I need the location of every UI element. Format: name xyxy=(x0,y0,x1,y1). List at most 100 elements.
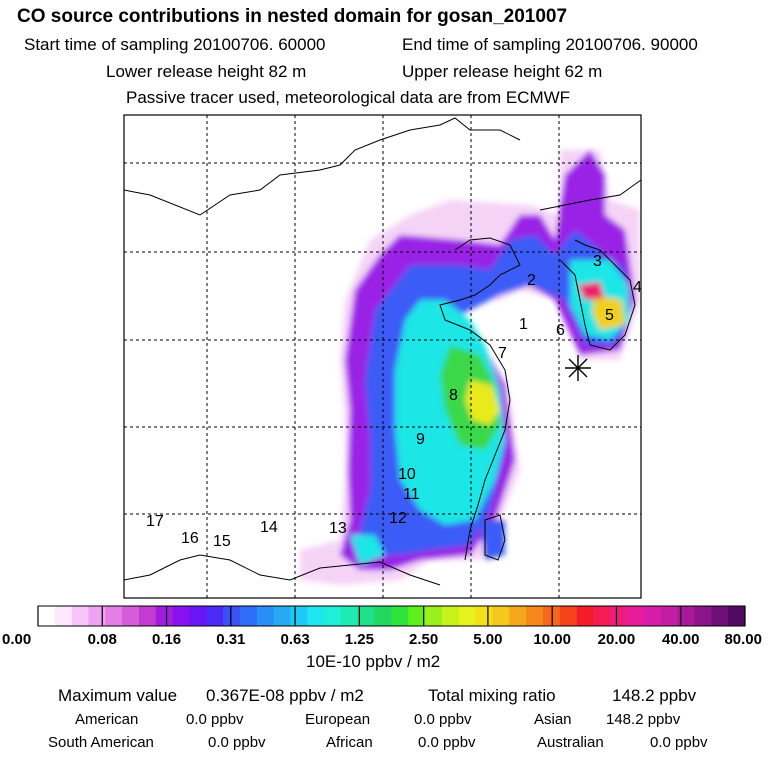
asterisk-icon xyxy=(565,355,591,381)
taiwan-coast xyxy=(484,514,506,561)
colorbar-swatch xyxy=(172,606,190,626)
colorbar-swatch xyxy=(324,606,342,626)
american-value: 0.0 ppbv xyxy=(186,711,244,728)
asian-label: Asian xyxy=(534,711,572,728)
coastlines xyxy=(124,117,641,586)
colorbar-swatch xyxy=(105,606,123,626)
colorbar-swatch xyxy=(206,606,224,626)
region-label-1: 1 xyxy=(519,316,528,333)
upper-release-text: Upper release height 62 m xyxy=(402,62,603,81)
colorbar-swatch xyxy=(54,606,73,626)
asian-value: 148.2 ppbv xyxy=(606,711,681,728)
colorbar-swatch xyxy=(256,606,275,626)
colorbar-swatch xyxy=(559,606,578,626)
african-value: 0.0 ppbv xyxy=(418,734,476,751)
south-blue-spot xyxy=(480,520,505,560)
colorbar-swatch xyxy=(593,606,611,626)
korea-red xyxy=(578,282,604,300)
australian-label: Australian xyxy=(537,734,604,751)
colorbar-swatch xyxy=(509,606,527,626)
colorbar-swatch xyxy=(408,606,426,626)
grid-lines xyxy=(124,115,641,598)
region-label-4: 4 xyxy=(633,279,642,296)
korea-yellow xyxy=(592,295,625,330)
region-labels: 1 2 3 4 5 6 7 8 9 10 11 12 13 14 15 16 1… xyxy=(146,253,642,550)
south-american-value: 0.0 ppbv xyxy=(208,734,266,751)
colorbar-swatch xyxy=(38,606,56,626)
chart-title: CO source contributions in nested domain… xyxy=(17,6,568,27)
region-label-10: 10 xyxy=(398,466,416,483)
colorbar-tick-label: 1.25 xyxy=(345,631,374,648)
region-label-13: 13 xyxy=(329,520,347,537)
region-label-8: 8 xyxy=(449,387,458,404)
colorbar-tick-label: 5.00 xyxy=(473,631,502,648)
region-label-12: 12 xyxy=(389,510,407,527)
colorbar-swatch xyxy=(526,606,544,626)
colorbar-swatch xyxy=(694,606,712,626)
african-label: African xyxy=(326,734,373,751)
region-label-6: 6 xyxy=(556,322,565,339)
colorbar-tick-label: 0.00 xyxy=(2,631,31,648)
south-american-label: South American xyxy=(48,734,154,751)
region-label-15: 15 xyxy=(213,533,231,550)
north-border-line xyxy=(124,117,521,216)
region-label-16: 16 xyxy=(181,530,199,547)
colorbar-tick-label: 40.00 xyxy=(662,631,700,648)
colorbar-swatch xyxy=(223,606,241,626)
region-label-11: 11 xyxy=(403,486,420,503)
colorbar-swatch xyxy=(290,606,308,626)
colorbar-swatch xyxy=(644,606,662,626)
australian-value: 0.0 ppbv xyxy=(650,734,708,751)
colorbar-swatch xyxy=(475,606,493,626)
max-value-label: Maximum value xyxy=(58,686,178,705)
colorbar-swatch xyxy=(610,606,628,626)
colorbar-swatch xyxy=(189,606,207,626)
colorbar-swatch xyxy=(139,606,157,626)
colorbar-swatch xyxy=(711,606,729,626)
colorbar-swatch xyxy=(425,606,443,626)
colorbar-tick-label: 0.16 xyxy=(152,631,181,648)
colorbar-swatch xyxy=(391,606,409,626)
colorbar-tick-labels: 0.00 0.08 0.16 0.31 0.63 1.25 2.50 5.00 10.00 20.… xyxy=(2,631,762,648)
region-label-14: 14 xyxy=(260,519,278,536)
colorbar-tick-label: 80.00 xyxy=(724,631,762,648)
colorbar-tick-label: 10.00 xyxy=(533,631,571,648)
region-label-2: 2 xyxy=(527,272,536,289)
south-coast xyxy=(124,554,441,586)
colorbar-swatch xyxy=(122,606,140,626)
region-label-3: 3 xyxy=(593,253,602,270)
european-label: European xyxy=(305,711,371,728)
colorbar-swatch xyxy=(492,606,510,626)
korea-border-line xyxy=(539,179,641,211)
total-mixing-value: 148.2 ppbv xyxy=(612,686,697,705)
end-time-text: End time of sampling 20100706. 90000 xyxy=(402,35,698,54)
american-label: American xyxy=(75,711,139,728)
colorbar-swatch xyxy=(576,606,594,626)
lower-release-text: Lower release height 82 m xyxy=(106,62,307,81)
european-value: 0.0 ppbv xyxy=(414,711,472,728)
region-label-7: 7 xyxy=(498,345,507,362)
plume-layer xyxy=(300,150,640,585)
colorbar-swatch xyxy=(442,606,460,626)
colorbar-swatch xyxy=(728,606,746,626)
korea-coast xyxy=(559,239,636,351)
region-label-9: 9 xyxy=(416,431,425,448)
south-cyan-spot xyxy=(350,535,385,565)
colorbar-tick-label: 0.31 xyxy=(216,631,245,648)
colorbar-swatch xyxy=(627,606,645,626)
colorbar-swatch xyxy=(71,606,89,626)
colorbar-swatch xyxy=(240,606,258,626)
colorbar-swatch xyxy=(660,606,679,626)
colorbar-swatch xyxy=(273,606,291,626)
colorbar-tick-label: 0.08 xyxy=(88,631,117,648)
colorbar-tick-label: 2.50 xyxy=(409,631,438,648)
colorbar-swatch xyxy=(155,606,174,626)
start-time-text: Start time of sampling 20100706. 60000 xyxy=(24,35,326,54)
total-mixing-label: Total mixing ratio xyxy=(428,686,556,705)
colorbar-unit: 10E-10 ppbv / m2 xyxy=(306,652,441,671)
colorbar-tick-label: 20.00 xyxy=(598,631,636,648)
colorbar-swatch xyxy=(458,606,477,626)
region-label-5: 5 xyxy=(605,307,614,324)
colorbar-swatch xyxy=(374,606,392,626)
